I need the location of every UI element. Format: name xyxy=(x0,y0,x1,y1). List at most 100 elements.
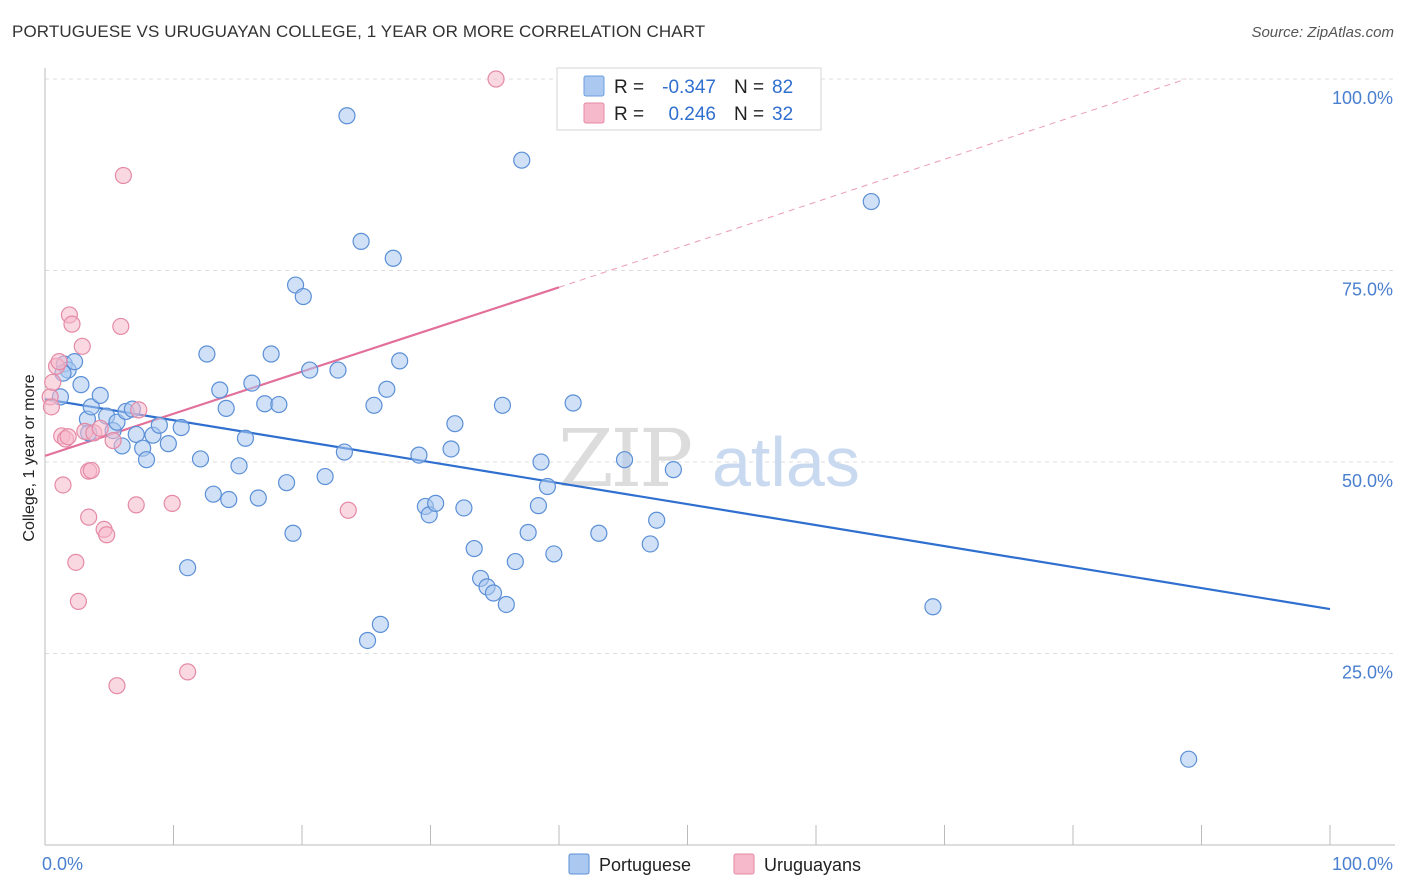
point-portuguese-64 xyxy=(497,595,515,614)
point-portuguese-21 xyxy=(172,418,190,437)
point-portuguese-80 xyxy=(1180,750,1198,768)
point-portuguese-32 xyxy=(249,489,267,507)
point-portuguese-72 xyxy=(564,394,582,412)
x-tick-label-max: 100.0% xyxy=(1332,854,1393,874)
point-portuguese-35 xyxy=(270,395,288,414)
point-portuguese-17 xyxy=(137,451,156,469)
bottom-legend-label-portuguese: Portuguese xyxy=(599,855,691,875)
point-uruguayans-28 xyxy=(179,663,197,681)
legend-n-value-uruguayans: 32 xyxy=(772,104,793,125)
trend-line-portuguese xyxy=(44,398,1331,611)
point-portuguese-49 xyxy=(378,380,396,398)
point-portuguese-69 xyxy=(532,453,550,471)
bottom-legend: Portuguese Uruguayans xyxy=(568,853,861,875)
y-axis-label: College, 1 year or more xyxy=(21,374,38,541)
point-portuguese-31 xyxy=(243,374,261,392)
point-portuguese-65 xyxy=(506,552,524,571)
y-tick-labels: 25.0% 50.0% 75.0% 100.0% xyxy=(1332,88,1393,683)
bottom-legend-label-uruguayans: Uruguayans xyxy=(764,855,861,875)
point-uruguayans-5 xyxy=(54,476,72,494)
legend-n-value-portuguese: 82 xyxy=(772,77,793,98)
point-uruguayans-14 xyxy=(80,508,98,526)
point-uruguayans-20 xyxy=(98,526,116,544)
point-portuguese-76 xyxy=(648,511,666,529)
point-portuguese-73 xyxy=(590,524,608,542)
point-portuguese-26 xyxy=(211,381,229,399)
point-uruguayans-25 xyxy=(127,496,145,514)
point-portuguese-24 xyxy=(198,345,216,363)
point-portuguese-4 xyxy=(72,376,90,394)
point-portuguese-62 xyxy=(484,584,503,602)
point-portuguese-22 xyxy=(179,559,197,577)
point-portuguese-39 xyxy=(294,287,312,306)
point-portuguese-71 xyxy=(545,545,563,563)
trend-lines xyxy=(44,78,1331,611)
point-portuguese-27 xyxy=(217,399,235,417)
point-uruguayans-9 xyxy=(63,315,81,333)
legend-n-label-portuguese: N = xyxy=(734,77,764,98)
point-portuguese-63 xyxy=(493,396,512,414)
point-uruguayans-26 xyxy=(130,401,148,419)
point-portuguese-58 xyxy=(455,499,473,517)
point-uruguayans-30 xyxy=(487,70,505,88)
point-portuguese-77 xyxy=(664,461,682,479)
legend-r-label-uruguayans: R = xyxy=(614,104,644,125)
point-portuguese-37 xyxy=(284,524,302,542)
point-portuguese-74 xyxy=(615,451,634,469)
point-portuguese-41 xyxy=(316,467,334,486)
point-uruguayans-18 xyxy=(91,419,109,437)
point-uruguayans-10 xyxy=(67,553,85,571)
point-uruguayans-31 xyxy=(42,398,61,416)
point-portuguese-8 xyxy=(91,386,109,404)
point-uruguayans-27 xyxy=(163,494,181,512)
point-uruguayans-1 xyxy=(44,373,62,391)
point-portuguese-28 xyxy=(220,490,238,509)
point-portuguese-25 xyxy=(204,485,222,503)
trend-extension-uruguayans xyxy=(558,78,1187,288)
point-portuguese-75 xyxy=(641,535,659,553)
point-uruguayans-7 xyxy=(59,428,77,446)
point-portuguese-67 xyxy=(519,523,537,542)
point-portuguese-34 xyxy=(262,345,280,363)
point-portuguese-19 xyxy=(150,416,168,434)
point-portuguese-48 xyxy=(358,631,377,650)
point-uruguayans-16 xyxy=(82,461,100,480)
point-portuguese-30 xyxy=(236,429,255,447)
point-portuguese-29 xyxy=(230,457,248,475)
legend-swatch-portuguese xyxy=(583,75,605,97)
point-portuguese-36 xyxy=(277,474,296,492)
legend-r-value-uruguayans: 0.246 xyxy=(668,104,716,125)
point-uruguayans-11 xyxy=(69,592,88,611)
watermark-atlas: atlas xyxy=(712,423,860,501)
legend-swatch-uruguayans xyxy=(583,102,605,124)
point-uruguayans-12 xyxy=(73,337,91,355)
series-uruguayans xyxy=(41,70,505,695)
point-portuguese-66 xyxy=(513,151,531,169)
point-portuguese-45 xyxy=(352,232,370,250)
legend-r-label-portuguese: R = xyxy=(614,77,644,98)
legend-r-value-portuguese: -0.347 xyxy=(662,77,716,98)
point-portuguese-7 xyxy=(82,398,100,416)
source-label: Source: ZipAtlas.com xyxy=(1251,24,1394,41)
point-portuguese-40 xyxy=(301,361,319,379)
point-portuguese-59 xyxy=(465,539,483,558)
point-portuguese-51 xyxy=(391,352,409,370)
axes xyxy=(44,68,1395,846)
point-uruguayans-23 xyxy=(112,317,130,336)
point-portuguese-52 xyxy=(410,446,428,464)
point-portuguese-44 xyxy=(338,107,356,125)
point-portuguese-79 xyxy=(924,598,942,616)
y-tick-label-3: 100.0% xyxy=(1332,88,1393,108)
y-tick-label-2: 75.0% xyxy=(1342,280,1393,300)
bottom-legend-swatch-portuguese xyxy=(568,853,590,875)
chart-title: PORTUGUESE VS URUGUAYAN COLLEGE, 1 YEAR … xyxy=(12,22,706,41)
point-portuguese-70 xyxy=(538,477,557,496)
gridlines xyxy=(45,78,1395,654)
data-points xyxy=(41,70,1198,768)
watermark: ZIP atlas xyxy=(558,412,860,505)
point-uruguayans-22 xyxy=(108,677,126,695)
point-portuguese-78 xyxy=(862,192,880,211)
point-uruguayans-29 xyxy=(339,501,357,519)
legend-n-label-uruguayans: N = xyxy=(734,104,764,125)
